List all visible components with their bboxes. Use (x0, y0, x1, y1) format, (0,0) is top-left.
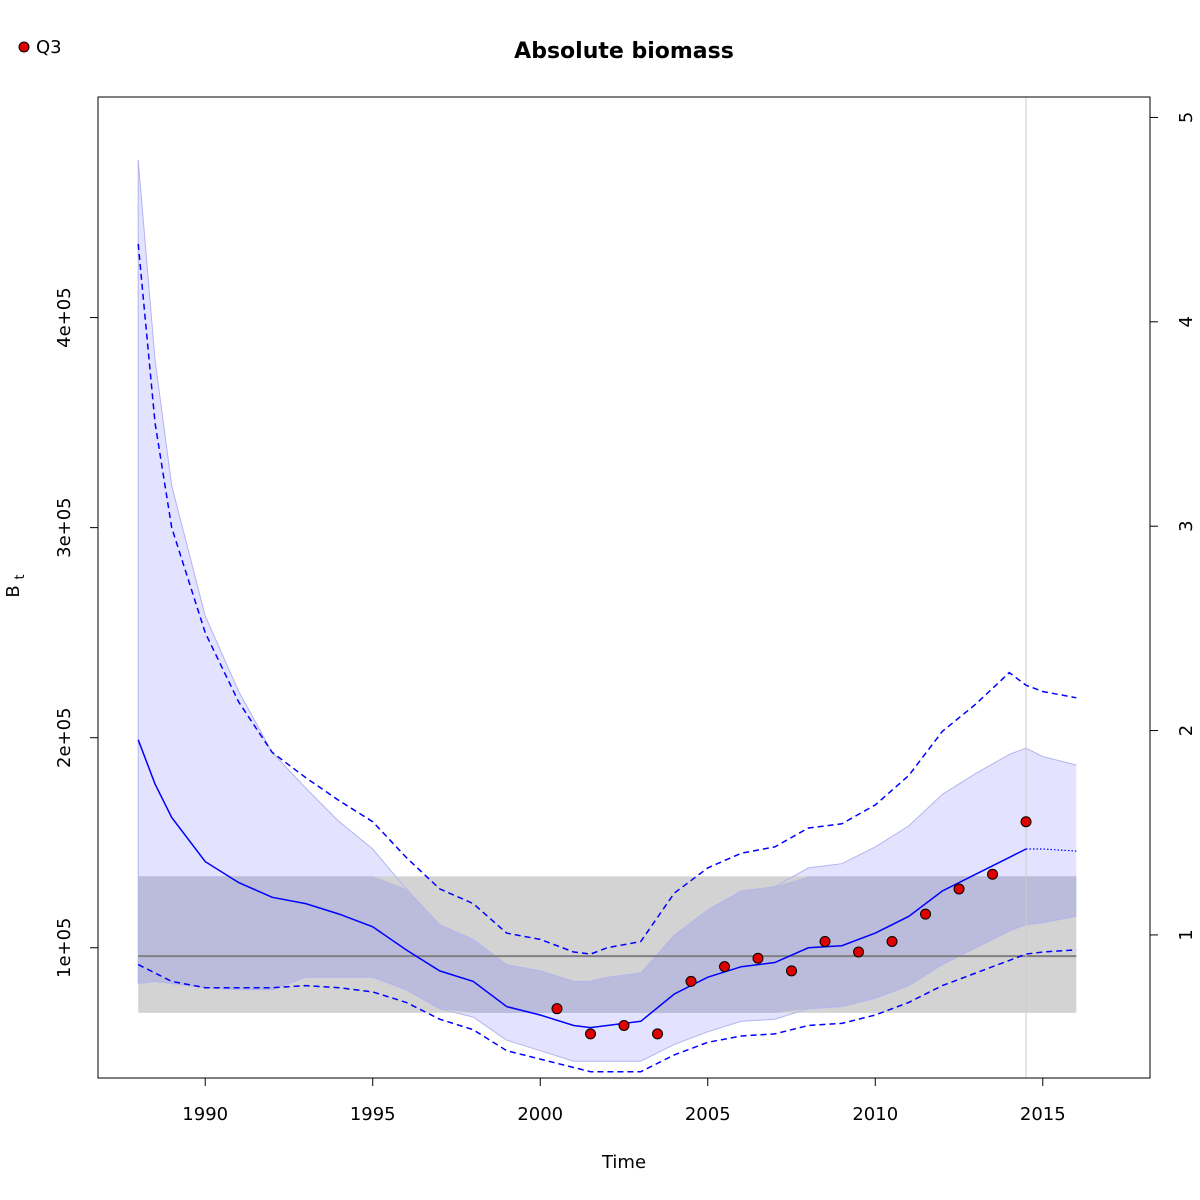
x-axis-title: Time (601, 1152, 646, 1173)
y-axis-title-sub: t (13, 574, 28, 579)
right-tick-label: 4 (1176, 316, 1197, 327)
svg-text:B t: B t (3, 574, 28, 597)
estimate-projection-line (1026, 848, 1077, 852)
observation-point (618, 1019, 630, 1031)
right-tick-label: 5 (1176, 112, 1197, 123)
y-axis-title-main: B (3, 585, 24, 597)
observation-point (685, 975, 697, 987)
observation-point (719, 961, 731, 973)
x-tick-label: 2000 (517, 1104, 563, 1125)
observation-point (551, 1003, 563, 1015)
ci-lower-dashed-line (137, 949, 1077, 1073)
right-tick-label: 2 (1176, 725, 1197, 736)
observation-point (652, 1028, 664, 1040)
observation-point (953, 883, 965, 895)
x-tick-label: 1990 (182, 1104, 228, 1125)
ci-upper-dashed-line (137, 243, 1077, 955)
y-tick-label: 1e+05 (54, 918, 75, 979)
observation-point (987, 868, 999, 880)
x-tick-label: 2010 (852, 1104, 898, 1125)
x-tick-label: 2015 (1020, 1104, 1066, 1125)
right-axis: 1 2 3 4 5 (1149, 112, 1197, 941)
observation-point (819, 935, 831, 947)
right-tick-label: 1 (1176, 929, 1197, 940)
y-tick-label: 3e+05 (54, 497, 75, 558)
ci-reference-overlap (138, 876, 1077, 1013)
observation-point (752, 952, 764, 964)
observation-point (584, 1028, 596, 1040)
x-tick-label: 1995 (350, 1104, 396, 1125)
y-axis-title: B t (3, 574, 28, 597)
observation-point (853, 946, 865, 958)
observation-point (786, 965, 798, 977)
plot-area (137, 97, 1077, 1078)
ci-band-upper-edge (137, 159, 1077, 982)
legend-label: Q3 (36, 37, 62, 58)
observation-point (1020, 816, 1032, 828)
x-axis: 1990 1995 2000 2005 2010 2015 (182, 1077, 1066, 1125)
observation-point (920, 908, 932, 920)
observation-point (886, 935, 898, 947)
y-axis: 1e+05 2e+05 3e+05 4e+05 (54, 287, 98, 978)
chart-title: Absolute biomass (514, 39, 734, 64)
legend-marker (18, 41, 30, 53)
legend: Q3 (18, 37, 62, 58)
x-tick-label: 2005 (685, 1104, 731, 1125)
y-tick-label: 4e+05 (54, 287, 75, 348)
estimate-line (137, 739, 1027, 1029)
right-tick-label: 3 (1176, 520, 1197, 531)
y-tick-label: 2e+05 (54, 707, 75, 768)
